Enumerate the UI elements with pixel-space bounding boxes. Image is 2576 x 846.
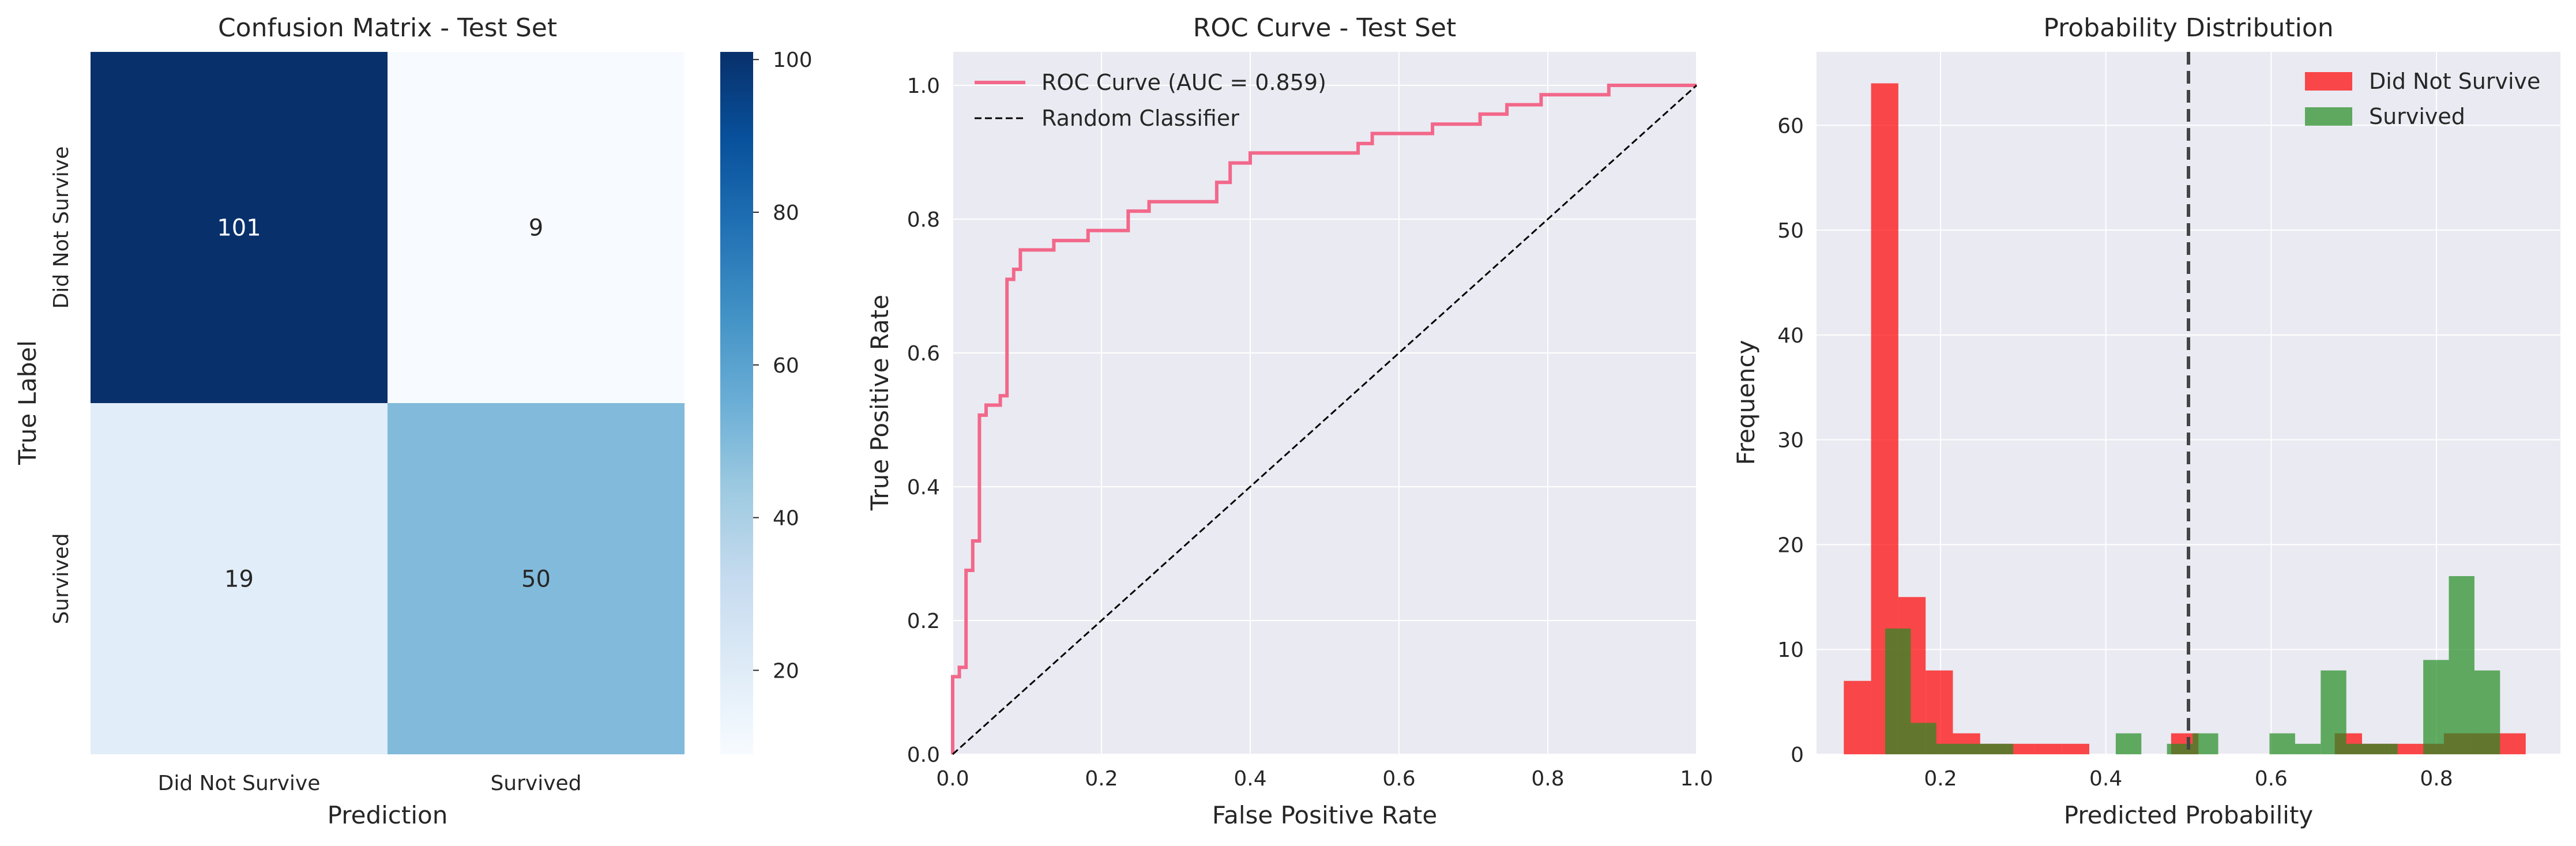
confusion-matrix-panel: Confusion Matrix - Test Set 101 9 19 50 Did… <box>13 13 813 829</box>
hist-y-tick-50: 50 <box>1777 219 1804 243</box>
hist-bar-survived-16 <box>2295 743 2321 754</box>
cm-cell-value-1-0: 19 <box>224 566 254 593</box>
hist-y-tick-20: 20 <box>1777 533 1804 557</box>
hist-bar-survived-3 <box>1962 743 1988 754</box>
colorbar-tick-label-60: 60 <box>773 354 799 378</box>
legend-label-roc-curve: ROC Curve (AUC = 0.859) <box>1041 70 1326 95</box>
roc-y-tick-0.4: 0.4 <box>907 476 940 499</box>
hist-bar-did-not-survive-0 <box>1844 680 1871 754</box>
cm-x-tick-survived: Survived <box>490 772 581 795</box>
cm-title: Confusion Matrix - Test Set <box>218 13 557 43</box>
roc-y-tick-0.0: 0.0 <box>907 743 940 767</box>
roc-legend: ROC Curve (AUC = 0.859) Random Classifie… <box>975 70 1326 131</box>
hist-y-label: Frequency <box>1732 340 1760 465</box>
hist-bar-survived-0 <box>1885 628 1911 754</box>
hist-x-tick-0.4: 0.4 <box>2089 767 2122 791</box>
hist-bar-did-not-survive-7 <box>2035 743 2062 754</box>
cm-cell-1-0 <box>91 403 388 754</box>
hist-y-tick-0: 0 <box>1791 743 1804 767</box>
colorbar-tick-label-20: 20 <box>773 659 799 683</box>
hist-x-label: Predicted Probability <box>2064 801 2314 829</box>
roc-plot-background <box>953 52 1697 754</box>
histogram-panel: Probability Distribution 0.2 0.4 0.6 0.8 0 1… <box>1732 13 2560 829</box>
hist-bar-survived-17 <box>2321 670 2346 754</box>
hist-bar-survived-12 <box>2193 733 2218 754</box>
hist-x-ticks: 0.2 0.4 0.6 0.8 <box>1924 767 2453 791</box>
roc-x-tick-0.2: 0.2 <box>1085 767 1118 791</box>
legend-swatch-did-not-survive <box>2305 72 2352 91</box>
roc-y-tick-1.0: 1.0 <box>907 74 940 98</box>
roc-panel: ROC Curve - Test Set 0.0 0.2 0.4 0.6 0.8 1.0 … <box>866 13 1713 829</box>
cm-x-tick-labels: Did Not Survive Survived <box>158 772 582 795</box>
cm-y-tick-labels: Did Not Survive Survived <box>50 146 73 625</box>
hist-bar-survived-4 <box>1987 743 2014 754</box>
hist-legend: Did Not Survive Survived <box>2305 69 2540 129</box>
hist-bar-survived-2 <box>1936 743 1962 754</box>
hist-bar-survived-18 <box>2346 743 2372 754</box>
roc-y-tick-0.6: 0.6 <box>907 342 940 366</box>
hist-bar-survived-1 <box>1911 723 1936 754</box>
hist-bar-survived-19 <box>2372 743 2398 754</box>
cm-cell-value-0-0: 101 <box>217 215 261 242</box>
cm-cell-0-1 <box>388 52 685 403</box>
roc-series <box>951 84 1698 755</box>
legend-label-did-not-survive: Did Not Survive <box>2369 69 2540 94</box>
roc-series-roc-curve-auc-0-859 <box>951 84 1697 754</box>
cm-y-tick-survived: Survived <box>50 533 73 624</box>
roc-y-ticks: 0.0 0.2 0.4 0.6 0.8 1.0 <box>907 74 940 767</box>
roc-x-tick-0.0: 0.0 <box>936 767 969 791</box>
hist-y-tick-10: 10 <box>1777 638 1804 662</box>
legend-swatch-survived <box>2305 107 2352 126</box>
hist-bars <box>1844 83 2526 754</box>
cm-cells: 101 9 19 50 <box>91 52 685 754</box>
roc-grid <box>952 52 1697 755</box>
cm-y-tick-did-not-survive: Did Not Survive <box>50 146 73 309</box>
hist-bar-survived-21 <box>2423 660 2449 754</box>
hist-y-tick-40: 40 <box>1777 324 1804 348</box>
hist-bar-survived-23 <box>2474 670 2500 754</box>
hist-bar-survived-22 <box>2449 576 2475 754</box>
roc-x-ticks: 0.0 0.2 0.4 0.6 0.8 1.0 <box>936 767 1713 791</box>
hist-x-tick-0.2: 0.2 <box>1924 767 1957 791</box>
legend-label-survived: Survived <box>2369 104 2465 129</box>
cm-cell-value-0-1: 9 <box>529 215 543 242</box>
cm-x-tick-did-not-survive: Did Not Survive <box>158 772 321 795</box>
hist-x-tick-0.6: 0.6 <box>2255 767 2288 791</box>
colorbar-tick-label-80: 80 <box>773 201 799 225</box>
hist-bar-survived-15 <box>2269 733 2295 754</box>
hist-bar-did-not-survive-6 <box>2007 743 2035 754</box>
legend-label-random-classifier: Random Classifier <box>1041 106 1239 131</box>
roc-x-tick-0.8: 0.8 <box>1531 767 1564 791</box>
colorbar <box>720 52 753 754</box>
hist-y-tick-30: 30 <box>1777 429 1804 453</box>
cm-x-label: Prediction <box>328 801 448 829</box>
hist-bar-survived-11 <box>2167 743 2193 754</box>
roc-x-label: False Positive Rate <box>1212 801 1437 829</box>
roc-x-tick-1.0: 1.0 <box>1680 767 1713 791</box>
roc-series-random-classifier <box>952 84 1698 755</box>
roc-title: ROC Curve - Test Set <box>1193 13 1456 43</box>
colorbar-tick-label-100: 100 <box>773 48 813 72</box>
hist-title: Probability Distribution <box>2043 13 2333 43</box>
hist-bar-did-not-survive-24 <box>2498 733 2526 754</box>
hist-y-ticks: 0 10 20 30 40 50 60 <box>1777 114 1804 767</box>
hist-bar-survived-9 <box>2115 733 2142 754</box>
roc-y-label: True Positive Rate <box>866 295 894 511</box>
cm-cell-value-1-1: 50 <box>521 566 551 593</box>
roc-x-tick-0.4: 0.4 <box>1234 767 1266 791</box>
cm-y-label: True Label <box>13 340 42 465</box>
hist-y-tick-60: 60 <box>1777 114 1804 138</box>
roc-x-tick-0.6: 0.6 <box>1382 767 1415 791</box>
cm-cell-0-0 <box>91 52 388 403</box>
roc-y-tick-0.8: 0.8 <box>907 208 940 232</box>
cm-cell-1-1 <box>388 403 685 754</box>
hist-bar-did-not-survive-8 <box>2062 743 2089 754</box>
hist-x-tick-0.8: 0.8 <box>2420 767 2453 791</box>
colorbar-ticks: 20 40 60 80 100 <box>753 48 813 683</box>
roc-y-tick-0.2: 0.2 <box>907 610 940 633</box>
colorbar-tick-label-40: 40 <box>773 507 799 531</box>
